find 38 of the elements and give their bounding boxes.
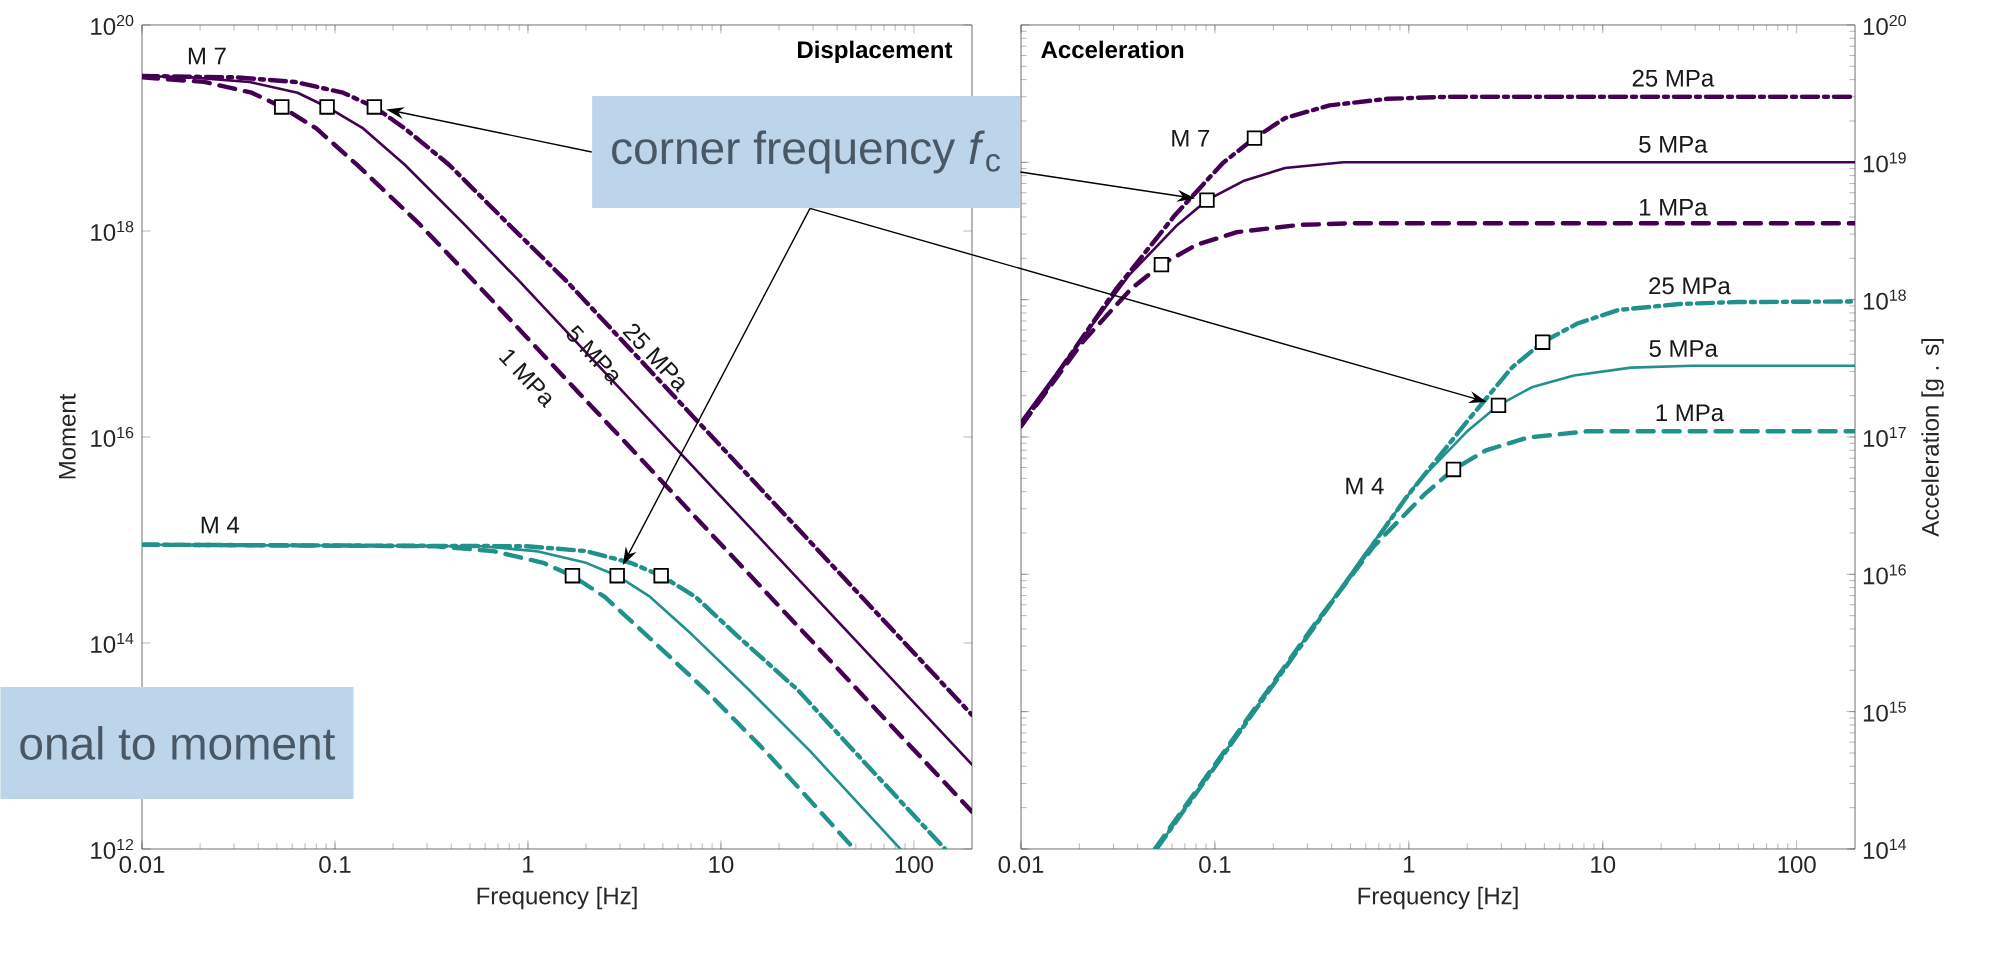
annotation: 25 MPa: [1649, 277, 1731, 295]
annotation: 1 MPa: [1656, 404, 1725, 422]
text: Acceleration: [1041, 40, 1184, 59]
annotation: M 4: [201, 516, 240, 534]
annotation: corner frequency f$_{c}$: [612, 130, 1001, 174]
y-tick-label: 10$^{14}$: [91, 633, 134, 653]
y-tick-label: 10$^{18}$: [91, 220, 134, 242]
y-axis-title: Moment: [58, 393, 76, 479]
x-tick-label: 0.01: [998, 856, 1044, 874]
x-tick-label: 100: [895, 856, 934, 874]
y-tick-label: 10$^{20}$: [1863, 14, 1906, 36]
y-tick-label: 10$^{20}$: [91, 14, 134, 36]
x-tick-label: 10: [709, 856, 734, 874]
y-tick-label: 10$^{16}$: [91, 426, 134, 448]
annotation: M 7: [1172, 129, 1210, 147]
y-tick-label: 10$^{18}$: [1863, 289, 1906, 310]
x-tick-label: 1: [1403, 856, 1415, 873]
annotation: 25 MPa: [1632, 69, 1715, 87]
annotation: onal to moment: [20, 726, 336, 760]
y-tick-label: 10$^{14}$: [1863, 839, 1907, 859]
x-tick-label: 1: [523, 856, 534, 873]
x-tick-label: 10: [1591, 856, 1616, 874]
annotation: 5 MPa: [1639, 136, 1708, 153]
annotation: 1 MPa: [1640, 198, 1708, 216]
x-tick-label: 100: [1778, 856, 1816, 874]
x-axis-title: Frequency [Hz]: [1358, 886, 1518, 910]
y-axis-title: Acceleration [g . s]: [1921, 338, 1944, 537]
annotation: 5 MPa: [1649, 340, 1718, 357]
annotation: M 4: [1346, 477, 1384, 495]
x-tick-label: 0.1: [1199, 856, 1231, 874]
text: Displacement: [798, 40, 953, 64]
x-axis-title: Frequency [Hz]: [477, 886, 637, 910]
annotation: M 7: [188, 47, 226, 65]
y-tick-label: 10$^{16}$: [1863, 564, 1906, 585]
y-tick-label: 10$^{19}$: [1863, 152, 1906, 173]
y-tick-label: 10$^{17}$: [1863, 427, 1906, 447]
y-tick-label: 10$^{15}$: [1863, 701, 1906, 722]
x-tick-label: 0.1: [319, 856, 351, 874]
